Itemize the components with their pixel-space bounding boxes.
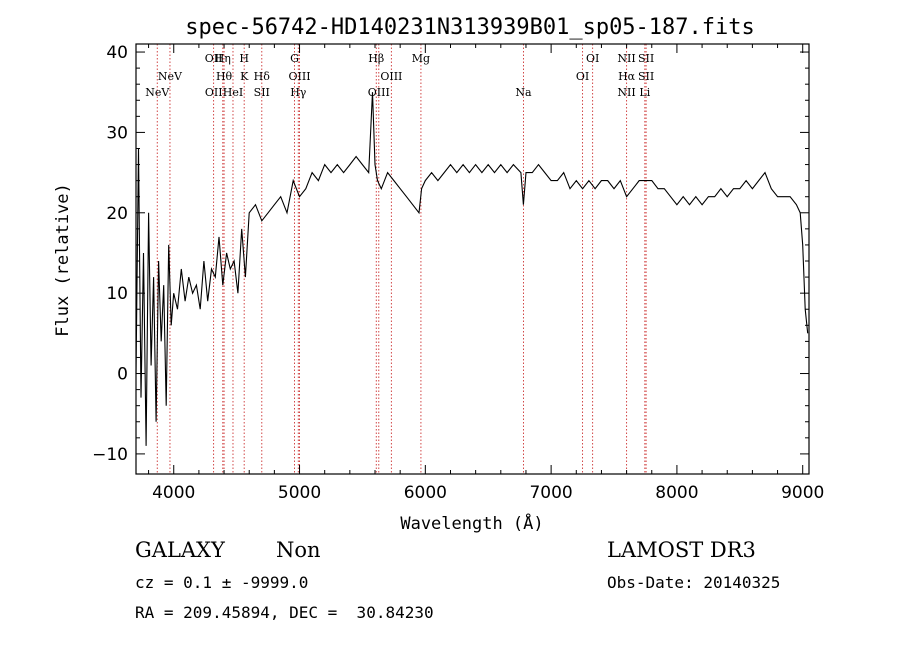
line-label: H [239, 52, 249, 65]
line-label: OIII [380, 70, 402, 83]
line-label: OI [576, 70, 589, 83]
x-axis-ticks: 4000 5000 6000 7000 8000 9000 [148, 44, 824, 503]
x-tick-label: 9000 [781, 483, 824, 503]
line-label: OIII [368, 86, 390, 99]
line-label: NeV [145, 86, 170, 99]
line-label: OII [205, 52, 223, 65]
line-label: Mg [412, 52, 430, 65]
survey-name: LAMOST DR3 [607, 538, 756, 562]
line-label: Hδ [254, 70, 271, 83]
y-tick-label: 40 [106, 43, 128, 63]
redshift-cz: cz = 0.1 ± -9999.0 [135, 573, 309, 592]
emission-line-markers [156, 44, 647, 474]
line-label: NeV [158, 70, 183, 83]
line-label: NII [617, 86, 635, 99]
x-tick-label: 4000 [152, 483, 195, 503]
line-label: Li [639, 86, 650, 99]
x-axis-label: Wavelength (Å) [400, 512, 543, 534]
line-label: SII [254, 86, 270, 99]
line-label: OIII [289, 70, 311, 83]
line-label: OI [586, 52, 599, 65]
line-label: Hγ [290, 86, 307, 99]
y-axis-label: Flux (relative) [53, 183, 73, 337]
line-label: OII [205, 86, 223, 99]
object-subclass: Non [276, 538, 321, 562]
x-tick-label: 7000 [529, 483, 572, 503]
line-label: NII [617, 52, 635, 65]
line-label: SII [638, 52, 654, 65]
line-label: G [290, 52, 299, 65]
x-tick-label: 5000 [278, 483, 321, 503]
line-label: HeI [223, 86, 243, 99]
chart-title: spec-56742-HD140231N313939B01_sp05-187.f… [185, 15, 755, 40]
line-label: SII [638, 70, 654, 83]
y-axis-ticks: −10 0 10 20 30 40 [92, 43, 809, 465]
spectrum-line [135, 92, 809, 446]
observation-date: Obs-Date: 20140325 [607, 573, 781, 592]
line-label: Hη [215, 52, 231, 65]
y-tick-label: 0 [117, 365, 128, 385]
line-label: Na [515, 86, 532, 99]
line-label: Hα [618, 70, 636, 83]
y-tick-label: 10 [106, 284, 128, 304]
line-label: Hθ [216, 70, 233, 83]
y-tick-label: −10 [92, 445, 128, 465]
x-tick-label: 6000 [404, 483, 447, 503]
line-label: K [240, 70, 249, 83]
object-class: GALAXY [135, 538, 225, 562]
x-tick-label: 8000 [655, 483, 698, 503]
plot-frame [135, 43, 810, 475]
coordinates: RA = 209.45894, DEC = 30.84230 [135, 603, 434, 622]
y-tick-label: 30 [106, 123, 128, 143]
y-tick-label: 20 [106, 204, 128, 224]
line-label: Hβ [368, 52, 384, 65]
